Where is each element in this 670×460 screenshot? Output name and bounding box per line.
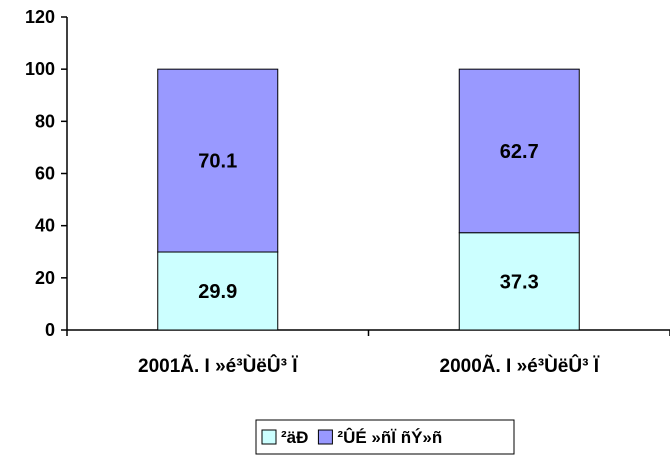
y-tick-label: 40 bbox=[35, 216, 55, 236]
y-tick-label: 120 bbox=[25, 7, 55, 27]
y-axis: 0 20 40 60 80 100 120 bbox=[25, 7, 68, 340]
x-axis bbox=[66, 329, 670, 336]
bar-segment bbox=[157, 251, 279, 331]
legend-label: ²ÛÉ »ñÏ ñÝ»ñ bbox=[337, 428, 442, 447]
legend-swatch bbox=[317, 429, 333, 445]
bar-segment bbox=[458, 68, 580, 234]
y-tick-label: 80 bbox=[35, 111, 55, 131]
data-labels: 29.9 70.1 37.3 62.7 bbox=[198, 141, 538, 303]
legend-swatch bbox=[261, 429, 277, 445]
bar-segment bbox=[157, 68, 279, 253]
category-label: 2000Ã. I »é³ÙëÛ³ Ï bbox=[440, 355, 600, 377]
legend-label: ²äÐ bbox=[281, 428, 308, 447]
y-tick-label: 20 bbox=[35, 268, 55, 288]
legend-box bbox=[255, 419, 515, 455]
category-label: 2001Ã. I »é³ÙëÛ³ Ï bbox=[138, 355, 298, 377]
bar-segment bbox=[458, 232, 580, 331]
data-label: 62.7 bbox=[500, 141, 539, 163]
category-labels: 2001Ã. I »é³ÙëÛ³ Ï 2000Ã. I »é³ÙëÛ³ Ï bbox=[138, 355, 600, 377]
y-tick-label: 0 bbox=[45, 320, 55, 340]
legend: ²äÐ ²ÛÉ »ñÏ ñÝ»ñ bbox=[255, 419, 515, 455]
data-label: 37.3 bbox=[500, 271, 539, 293]
bars bbox=[157, 68, 580, 331]
data-label: 29.9 bbox=[198, 281, 237, 303]
data-label: 70.1 bbox=[198, 151, 237, 173]
y-tick-label: 100 bbox=[25, 59, 55, 79]
y-tick-label: 60 bbox=[35, 164, 55, 184]
